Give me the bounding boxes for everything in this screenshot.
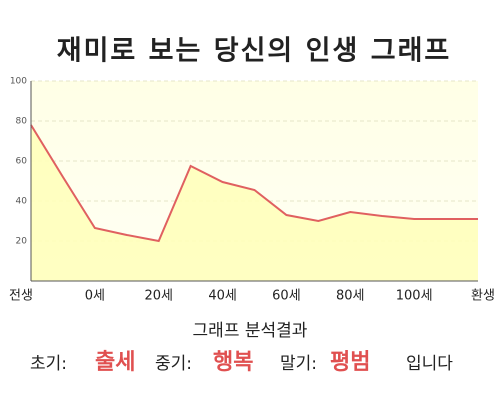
chart-title: 재미로 보는 당신의 인생 그래프 [57,36,452,67]
x-tick-label: 60세 [272,289,301,304]
late-result: 평범 [330,350,370,375]
x-tick-label: 100세 [396,289,433,304]
analysis-heading: 그래프 분석결과 [193,321,308,341]
y-tick-label: 40 [16,197,28,207]
x-tick-label: 환생 [471,289,495,304]
x-tick-label: 40세 [208,289,237,304]
x-tick-label: 20세 [144,289,173,304]
late-label: 말기: [280,354,317,374]
early-label: 초기: [30,354,67,374]
area [31,125,478,281]
x-tick-label: 0세 [85,289,105,304]
middle-label: 중기: [155,354,192,374]
y-tick-label: 60 [16,157,28,167]
early-result: 출세 [95,350,135,375]
middle-result: 행복 [213,350,253,375]
ending: 입니다 [406,354,453,374]
y-tick-label: 20 [16,237,28,247]
x-tick-label: 전생 [9,289,33,304]
y-tick-label: 100 [10,77,27,87]
x-tick-label: 80세 [336,289,365,304]
line [30,124,478,243]
y-tick-label: 80 [16,117,28,127]
